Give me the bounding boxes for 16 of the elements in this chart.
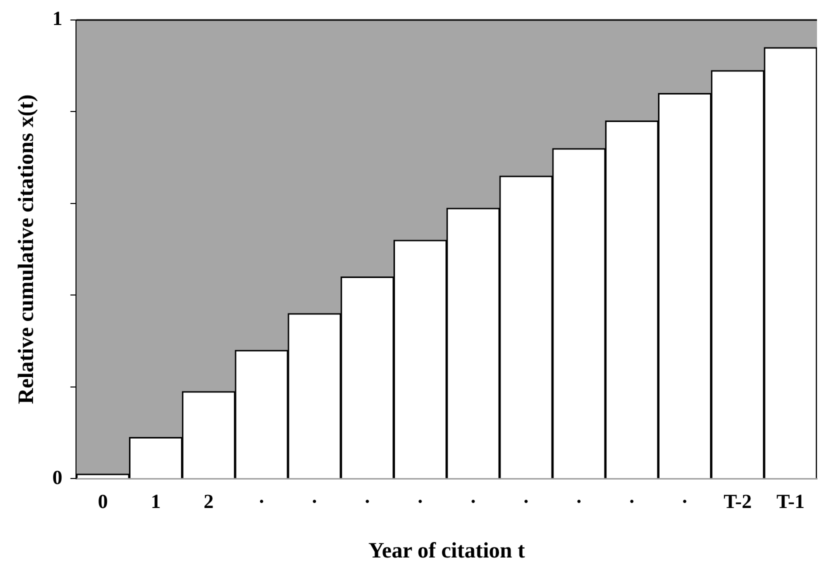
x-tick-label: ·	[311, 490, 318, 513]
x-tick-label: 2	[204, 490, 214, 513]
x-tick-label: ·	[522, 490, 530, 513]
x-tick-label: ·	[470, 490, 476, 513]
x-tick-label: T-2	[724, 490, 752, 513]
x-tick-label: 1	[150, 490, 161, 513]
x-tick-label: 0	[98, 490, 108, 513]
x-tick-label: ·	[258, 490, 265, 513]
x-tick-label: ·	[416, 490, 424, 513]
x-tick-label: ·	[681, 490, 688, 513]
x-tick-label: ·	[628, 490, 636, 513]
x-tick-label: ·	[364, 490, 371, 513]
x-axis-title: Year of citation t	[368, 537, 526, 562]
y-axis-title: Relative cumulative citations x(t)	[12, 94, 38, 404]
x-tick-label: T-1	[776, 490, 805, 513]
x-tick-label: ·	[576, 490, 582, 513]
